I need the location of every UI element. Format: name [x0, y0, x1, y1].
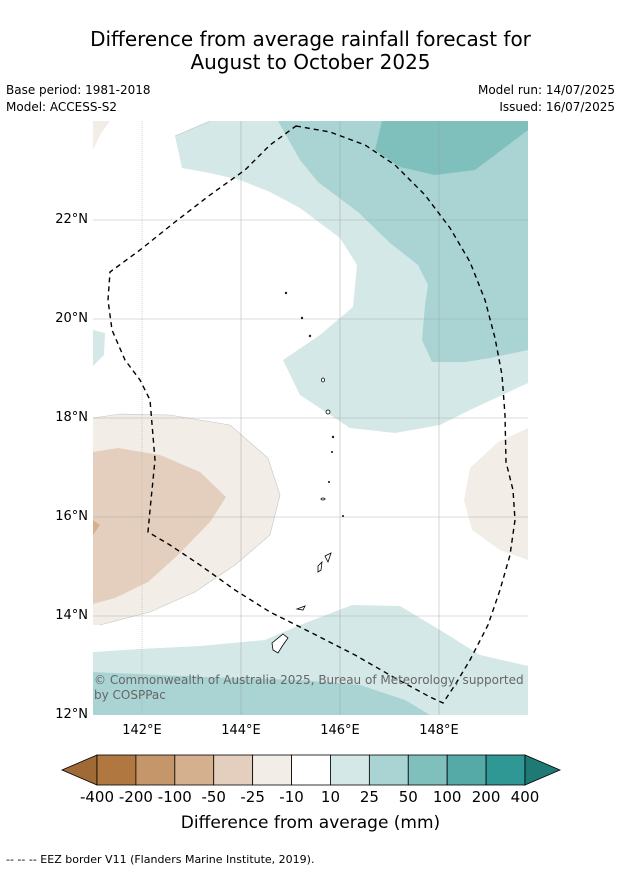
island-dot-4: [331, 435, 335, 439]
colorbar-tick-1: -200: [118, 788, 153, 806]
wet-patch-west-edge: [93, 330, 105, 366]
colorbar-box-9: [446, 754, 487, 786]
island-dot-1: [284, 291, 288, 295]
island-dot-5: [330, 450, 333, 453]
lat-label-18n: 18°N: [55, 410, 88, 425]
colorbar-tick-0: -400: [79, 788, 115, 806]
colorbar-tick-3: -50: [201, 788, 226, 806]
colorbar-box-3: [213, 754, 254, 786]
colorbar-tick-10: 200: [471, 788, 501, 806]
eez-footnote: -- -- -- EEZ border V11 (Flanders Marine…: [6, 853, 315, 866]
copyright-notice: © Commonwealth of Australia 2025, Bureau…: [94, 673, 524, 703]
map-title: Difference from average rainfall forecas…: [0, 28, 621, 74]
wet-area-50-100-north: [375, 121, 528, 175]
dry-patch-west-edge: [93, 520, 100, 535]
title-line-2: August to October 2025: [190, 50, 431, 74]
model-name: Model: ACCESS-S2: [6, 100, 118, 114]
colorbar-title: Difference from average (mm): [180, 813, 441, 833]
colorbar: [60, 754, 562, 786]
colorbar-tick-9: 100: [432, 788, 462, 806]
colorbar-box-7: [368, 754, 409, 786]
colorbar-tick-11: 400: [510, 788, 540, 806]
base-period: Base period: 1981-2018: [6, 83, 151, 97]
island-dot-2: [300, 316, 304, 320]
colorbar-box-4: [252, 754, 292, 786]
wet-area-25-50-north: [278, 121, 528, 362]
island-small-1: [320, 497, 326, 501]
lat-label-22n: 22°N: [55, 212, 88, 227]
colorbar-box-8: [407, 754, 448, 786]
dry-area-10-25-east: [464, 428, 528, 560]
colorbar-box-6: [330, 754, 370, 786]
lat-label-14n: 14°N: [55, 608, 88, 623]
lat-label-12n: 12°N: [55, 707, 88, 722]
colorbar-tick-2: -100: [157, 788, 192, 806]
meta-right: Model run: 14/07/2025 Issued: 16/07/2025: [478, 82, 615, 116]
colorbar-tick-8: 50: [398, 788, 418, 806]
rainfall-anomaly-shading: [93, 121, 528, 715]
colorbar-tick-7: 25: [359, 788, 379, 806]
island-small-3: [321, 377, 325, 383]
island-small-2: [325, 409, 331, 415]
island-dot-3: [308, 334, 312, 338]
colorbar-tick-6: 10: [320, 788, 340, 806]
colorbar-extend-low: [60, 754, 98, 786]
lon-label-144e: 144°E: [221, 723, 261, 738]
eez-border: [107, 125, 516, 704]
colorbar-tick-5: -10: [279, 788, 304, 806]
dry-area-25-50-west: [93, 448, 226, 604]
colorbar-box-10: [485, 754, 526, 786]
island-saipan: [324, 552, 332, 564]
wet-area-25-50-south: [93, 672, 430, 715]
gridlines: [93, 121, 528, 715]
copyright-line-2: by COSPPac: [94, 688, 166, 702]
colorbar-box-5: [291, 754, 331, 786]
islands: [271, 291, 344, 654]
lat-label-20n: 20°N: [55, 311, 88, 326]
issued-date: Issued: 16/07/2025: [499, 100, 615, 114]
island-rota: [295, 605, 306, 611]
colorbar-box-2: [174, 754, 215, 786]
lat-label-16n: 16°N: [55, 509, 88, 524]
meta-left: Base period: 1981-2018 Model: ACCESS-S2: [6, 82, 151, 116]
model-run: Model run: 14/07/2025: [477, 83, 615, 97]
lon-label-142e: 142°E: [122, 723, 162, 738]
island-dot-6: [327, 480, 330, 483]
island-tinian: [317, 560, 323, 573]
island-guam: [271, 633, 289, 654]
lon-label-146e: 146°E: [320, 723, 360, 738]
colorbar-tick-4: -25: [240, 788, 265, 806]
dry-patch-northwest-corner: [93, 121, 110, 150]
colorbar-box-0: [96, 754, 137, 786]
island-dot-7: [341, 515, 344, 518]
title-line-1: Difference from average rainfall forecas…: [90, 27, 531, 51]
lon-label-148e: 148°E: [419, 723, 459, 738]
copyright-line-1: © Commonwealth of Australia 2025, Bureau…: [94, 673, 524, 687]
colorbar-box-1: [135, 754, 176, 786]
colorbar-extend-high: [524, 754, 562, 786]
